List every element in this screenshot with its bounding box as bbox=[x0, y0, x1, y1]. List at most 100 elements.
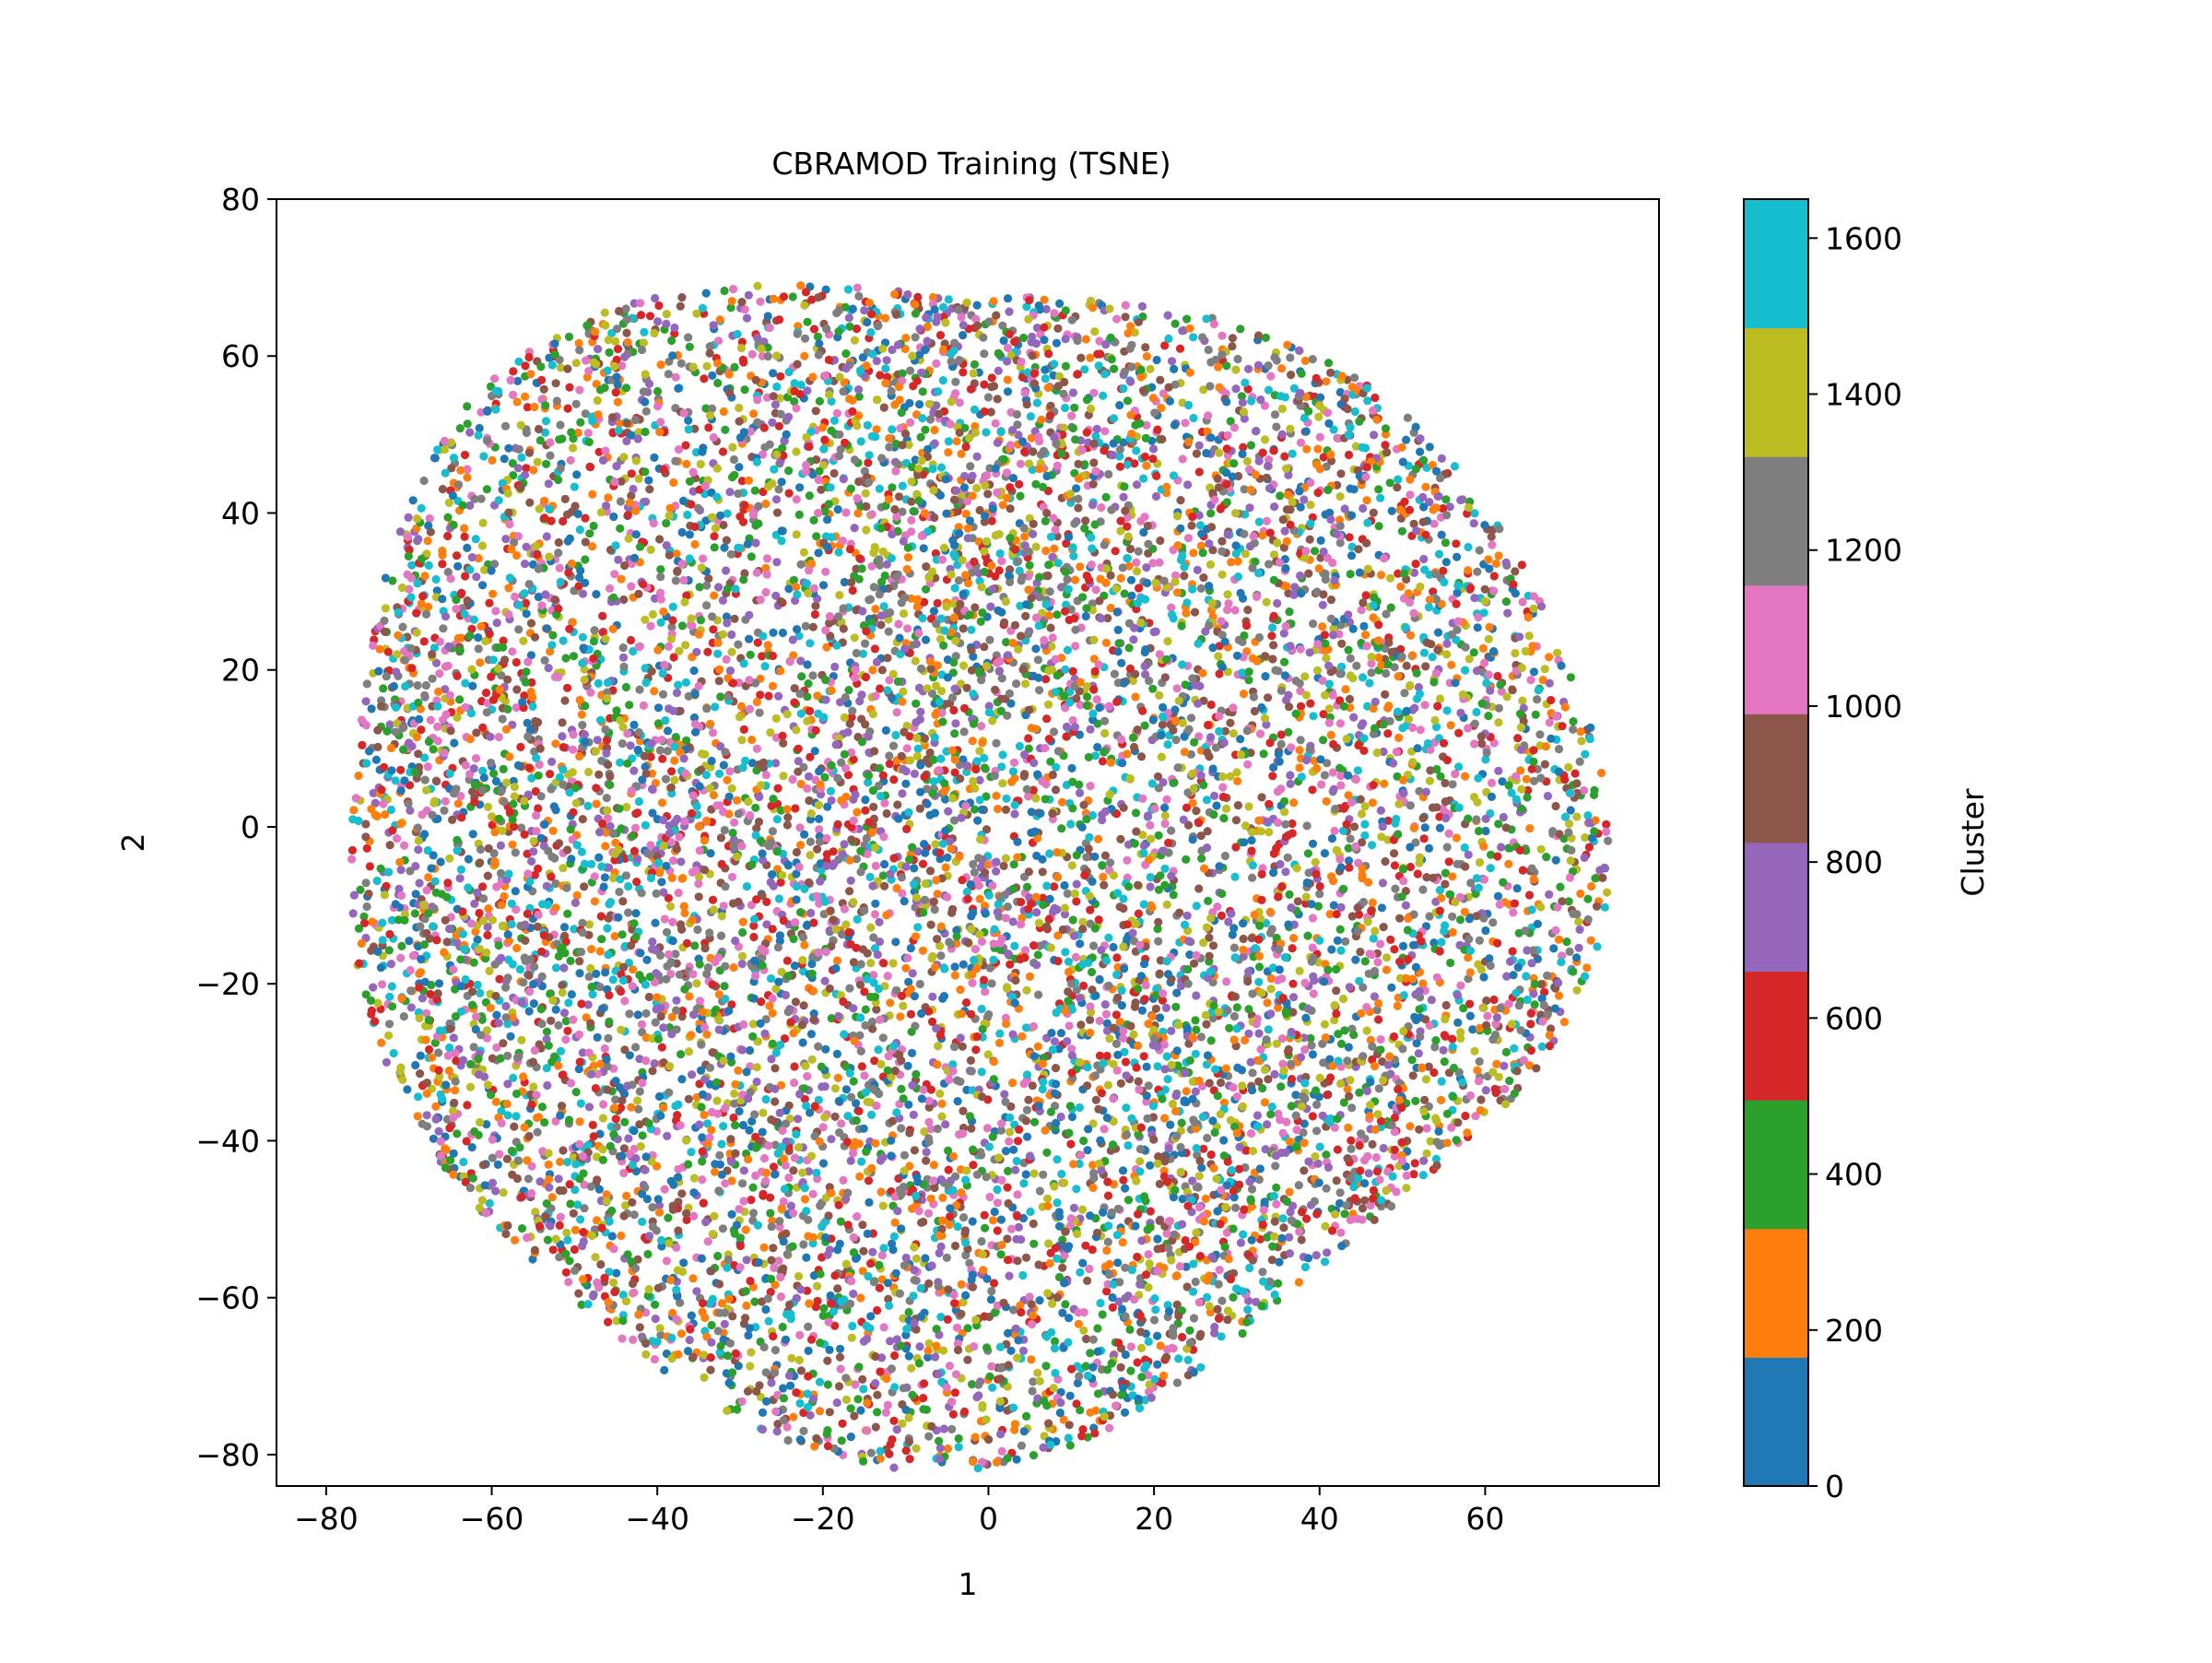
scatter-point bbox=[1529, 667, 1538, 677]
scatter-point bbox=[559, 1146, 568, 1155]
scatter-point bbox=[706, 719, 715, 728]
scatter-point bbox=[915, 979, 924, 989]
scatter-point bbox=[1254, 977, 1264, 986]
scatter-point bbox=[1296, 502, 1305, 512]
scatter-point bbox=[1029, 1377, 1038, 1386]
scatter-point bbox=[1136, 372, 1146, 382]
scatter-point bbox=[1036, 450, 1046, 459]
scatter-point bbox=[627, 582, 636, 591]
scatter-point bbox=[1285, 607, 1294, 617]
scatter-point bbox=[1391, 819, 1400, 828]
scatter-point bbox=[966, 384, 975, 394]
scatter-point bbox=[1102, 1287, 1112, 1296]
scatter-point bbox=[992, 791, 1001, 800]
scatter-point bbox=[1166, 1120, 1175, 1129]
scatter-point bbox=[1138, 831, 1147, 840]
scatter-point bbox=[592, 1152, 602, 1162]
scatter-point bbox=[456, 791, 465, 801]
scatter-point bbox=[1581, 749, 1590, 759]
scatter-point bbox=[1133, 1252, 1142, 1262]
scatter-point bbox=[1448, 912, 1457, 921]
scatter-point bbox=[1050, 1337, 1060, 1346]
scatter-point bbox=[555, 773, 565, 782]
scatter-point bbox=[549, 802, 559, 811]
scatter-point bbox=[950, 1241, 960, 1251]
scatter-point bbox=[866, 1312, 876, 1321]
scatter-point bbox=[961, 1291, 971, 1300]
scatter-point bbox=[1187, 521, 1196, 530]
scatter-point bbox=[642, 955, 652, 964]
scatter-point bbox=[853, 1395, 863, 1404]
scatter-point bbox=[1156, 871, 1165, 880]
scatter-point bbox=[1427, 996, 1436, 1005]
scatter-point bbox=[396, 765, 406, 774]
scatter-point bbox=[918, 614, 927, 623]
scatter-point bbox=[453, 561, 463, 571]
scatter-point bbox=[729, 962, 738, 973]
scatter-point bbox=[575, 385, 584, 395]
scatter-point bbox=[1357, 606, 1366, 615]
scatter-point bbox=[1053, 610, 1062, 619]
scatter-point bbox=[1437, 1077, 1446, 1086]
scatter-point bbox=[1316, 536, 1325, 546]
scatter-point bbox=[514, 625, 524, 634]
scatter-point bbox=[815, 396, 825, 406]
scatter-point bbox=[1543, 971, 1552, 980]
scatter-point bbox=[894, 619, 903, 629]
scatter-point bbox=[1110, 364, 1119, 373]
scatter-point bbox=[1493, 852, 1502, 861]
scatter-point bbox=[796, 560, 806, 569]
scatter-point bbox=[499, 764, 508, 774]
scatter-point bbox=[347, 855, 357, 864]
scatter-point bbox=[1182, 598, 1192, 607]
scatter-point bbox=[1239, 442, 1248, 452]
scatter-point bbox=[469, 1043, 478, 1052]
scatter-point bbox=[748, 1020, 758, 1029]
scatter-point bbox=[1065, 1102, 1075, 1111]
scatter-point bbox=[1031, 479, 1041, 489]
scatter-point bbox=[1434, 549, 1444, 559]
scatter-point bbox=[660, 1365, 669, 1374]
scatter-point bbox=[1113, 647, 1123, 656]
scatter-point bbox=[469, 958, 478, 967]
scatter-point bbox=[845, 887, 854, 896]
scatter-point bbox=[745, 1126, 754, 1135]
scatter-point bbox=[1005, 1137, 1014, 1146]
scatter-point bbox=[1241, 378, 1250, 387]
scatter-point bbox=[523, 718, 532, 727]
scatter-point bbox=[747, 735, 757, 745]
scatter-point bbox=[677, 621, 688, 631]
scatter-point bbox=[991, 572, 1000, 581]
scatter-point bbox=[734, 489, 743, 499]
scatter-point bbox=[881, 313, 890, 323]
scatter-point bbox=[1216, 1078, 1226, 1088]
scatter-point bbox=[1004, 1361, 1013, 1370]
scatter-point bbox=[1016, 491, 1025, 501]
scatter-point bbox=[1089, 635, 1099, 644]
scatter-point bbox=[512, 685, 522, 694]
scatter-point bbox=[1494, 718, 1503, 727]
scatter-point bbox=[1456, 981, 1465, 990]
scatter-point bbox=[1501, 597, 1511, 607]
scatter-point bbox=[972, 452, 982, 461]
scatter-point bbox=[1147, 1393, 1156, 1402]
scatter-point bbox=[833, 1073, 842, 1082]
scatter-point bbox=[1378, 879, 1387, 888]
scatter-point bbox=[532, 1091, 541, 1100]
scatter-point bbox=[830, 1271, 840, 1280]
scatter-point bbox=[963, 497, 972, 506]
scatter-point bbox=[801, 621, 810, 631]
scatter-point bbox=[1282, 464, 1291, 473]
scatter-point bbox=[441, 915, 450, 925]
scatter-point bbox=[709, 432, 718, 442]
scatter-point bbox=[1420, 1095, 1430, 1104]
scatter-point bbox=[1254, 1029, 1264, 1038]
scatter-point bbox=[740, 305, 749, 314]
scatter-point bbox=[415, 714, 424, 724]
scatter-point bbox=[753, 281, 762, 290]
scatter-point bbox=[849, 1077, 858, 1086]
scatter-point bbox=[416, 1069, 425, 1079]
scatter-point bbox=[904, 977, 913, 986]
scatter-point bbox=[841, 508, 851, 517]
